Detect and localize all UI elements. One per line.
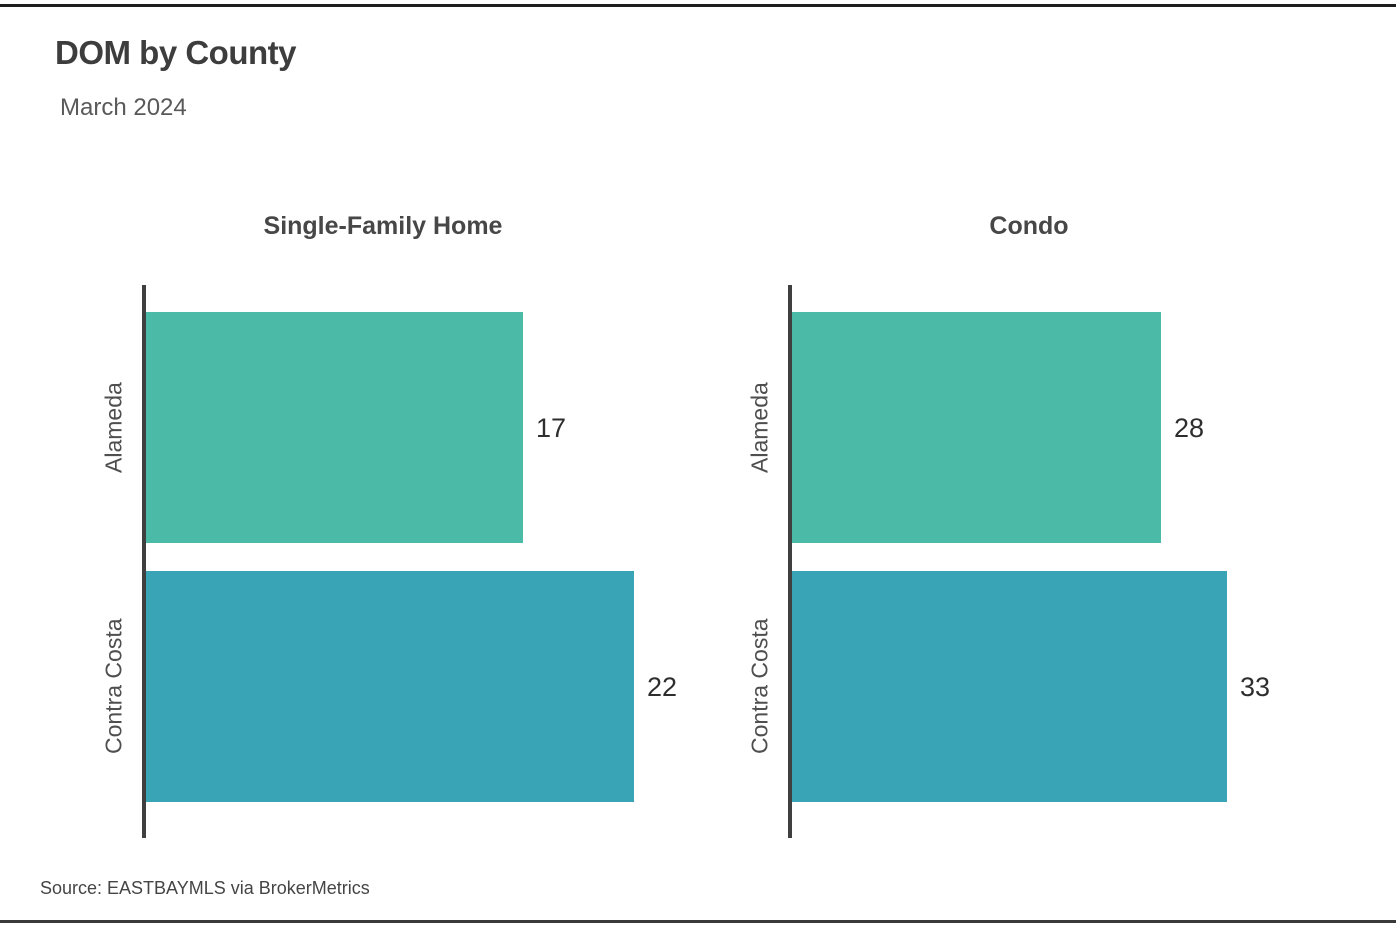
category-label: Alameda bbox=[746, 382, 773, 473]
bar-value-label: 28 bbox=[1174, 412, 1205, 443]
page-title: DOM by County bbox=[55, 34, 296, 71]
bar bbox=[146, 571, 634, 802]
category-label: Contra Costa bbox=[100, 618, 127, 755]
y-axis-line bbox=[142, 285, 146, 838]
bar bbox=[792, 312, 1161, 543]
top-rule bbox=[0, 4, 1396, 7]
category-label: Alameda bbox=[100, 382, 127, 473]
bar-value-label: 17 bbox=[536, 412, 567, 443]
facet-title: Single-Family Home bbox=[263, 212, 503, 240]
source-note: Source: EASTBAYMLS via BrokerMetrics bbox=[40, 878, 370, 898]
bottom-rule bbox=[0, 920, 1396, 923]
bar bbox=[146, 312, 523, 543]
facet-title: Condo bbox=[989, 212, 1069, 240]
bar-value-label: 22 bbox=[647, 671, 678, 702]
page-subtitle: March 2024 bbox=[60, 94, 187, 121]
y-axis-line bbox=[788, 285, 792, 838]
category-label: Contra Costa bbox=[746, 618, 773, 755]
bar bbox=[792, 571, 1227, 802]
bar-value-label: 33 bbox=[1240, 671, 1271, 702]
